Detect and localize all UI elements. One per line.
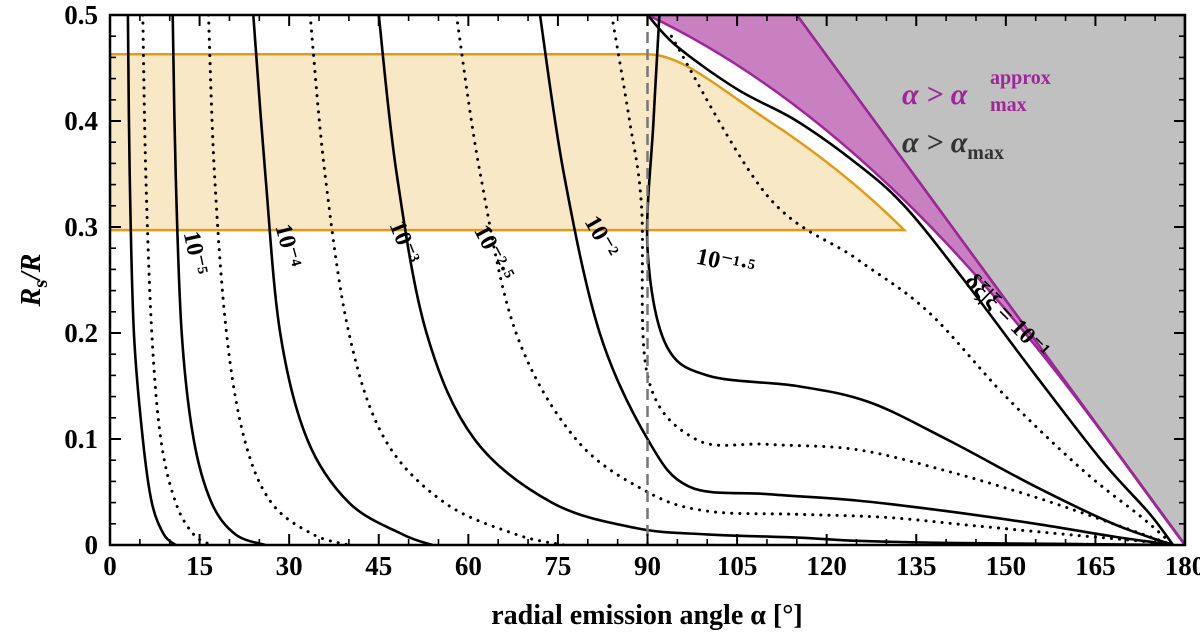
contour-solid-10 (645, 15, 1175, 545)
shaded-band (110, 52, 908, 232)
contour-dotted-11 (669, 34, 1175, 545)
y-tick-label: 0.3 (64, 212, 98, 242)
y-axis-title: Rs/R (16, 254, 52, 308)
region-alpha-gt-alpha-max-approx (646, 15, 1185, 545)
x-tick-label: 15 (186, 551, 213, 581)
x-tick-label: 180 (1165, 551, 1200, 581)
curve-label-group: 10⁻¹·⁵ (694, 244, 757, 282)
contour-solid-4 (252, 15, 434, 545)
y-tick-label: 0.1 (64, 424, 98, 454)
legend-entry-max: α > αmax (902, 126, 1004, 164)
contour-solid-12 (646, 15, 1175, 545)
y-tick-label: 0.2 (64, 318, 98, 348)
curve-label: 10⁻¹·⁵ (694, 244, 757, 282)
plot-area (110, 15, 1185, 545)
legend-entry-approx-subscript: max (990, 94, 1027, 116)
curve-labels: 10⁻⁵ 10⁻⁴ 10⁻³ 10⁻²·⁵ 10⁻²10⁻¹·⁵δξ|ξ = 10⁻¹ (178, 211, 1055, 363)
y-tick-label: 0.4 (64, 106, 98, 136)
x-tick-label: 75 (544, 551, 571, 581)
x-tick-label: 90 (634, 551, 661, 581)
contour-solid-2 (171, 15, 267, 545)
legend-entry-max-subscript: max (967, 142, 1004, 164)
x-tick-label: 120 (806, 551, 847, 581)
y-axis-title-subscript: s (30, 280, 52, 288)
x-tick-label: 60 (455, 551, 482, 581)
contour-solid-0 (126, 15, 177, 545)
x-tick-label: 105 (717, 551, 758, 581)
x-tick-label: 135 (896, 551, 937, 581)
contour-solid-8 (538, 15, 1175, 545)
x-tick-label: 45 (365, 551, 392, 581)
y-tick-label: 0.5 (64, 0, 98, 30)
x-tick-label: 165 (1075, 551, 1116, 581)
svg-text:Rs/R: Rs/R (16, 254, 52, 308)
x-tick-label: 0 (103, 551, 117, 581)
y-tick-label: 0 (85, 530, 99, 560)
contour-dotted-1 (141, 15, 213, 545)
contour-dotted-3 (207, 15, 351, 545)
legend-entry-approx-superscript: approx (990, 67, 1051, 89)
curve-label-group: 10⁻⁵ (178, 229, 213, 277)
axis-ticks: 0 15 30 45 60 75 90 105 120 135 150 165 180 0 0.1 0.2 0.… (64, 0, 1200, 581)
x-tick-label: 150 (986, 551, 1027, 581)
curve-label: 10⁻⁵ (178, 229, 213, 277)
contour-dotted-5 (308, 15, 566, 545)
contour-solid-6 (377, 15, 1175, 545)
x-tick-label: 30 (276, 551, 303, 581)
x-axis-title: radial emission angle α [°] (491, 600, 803, 631)
